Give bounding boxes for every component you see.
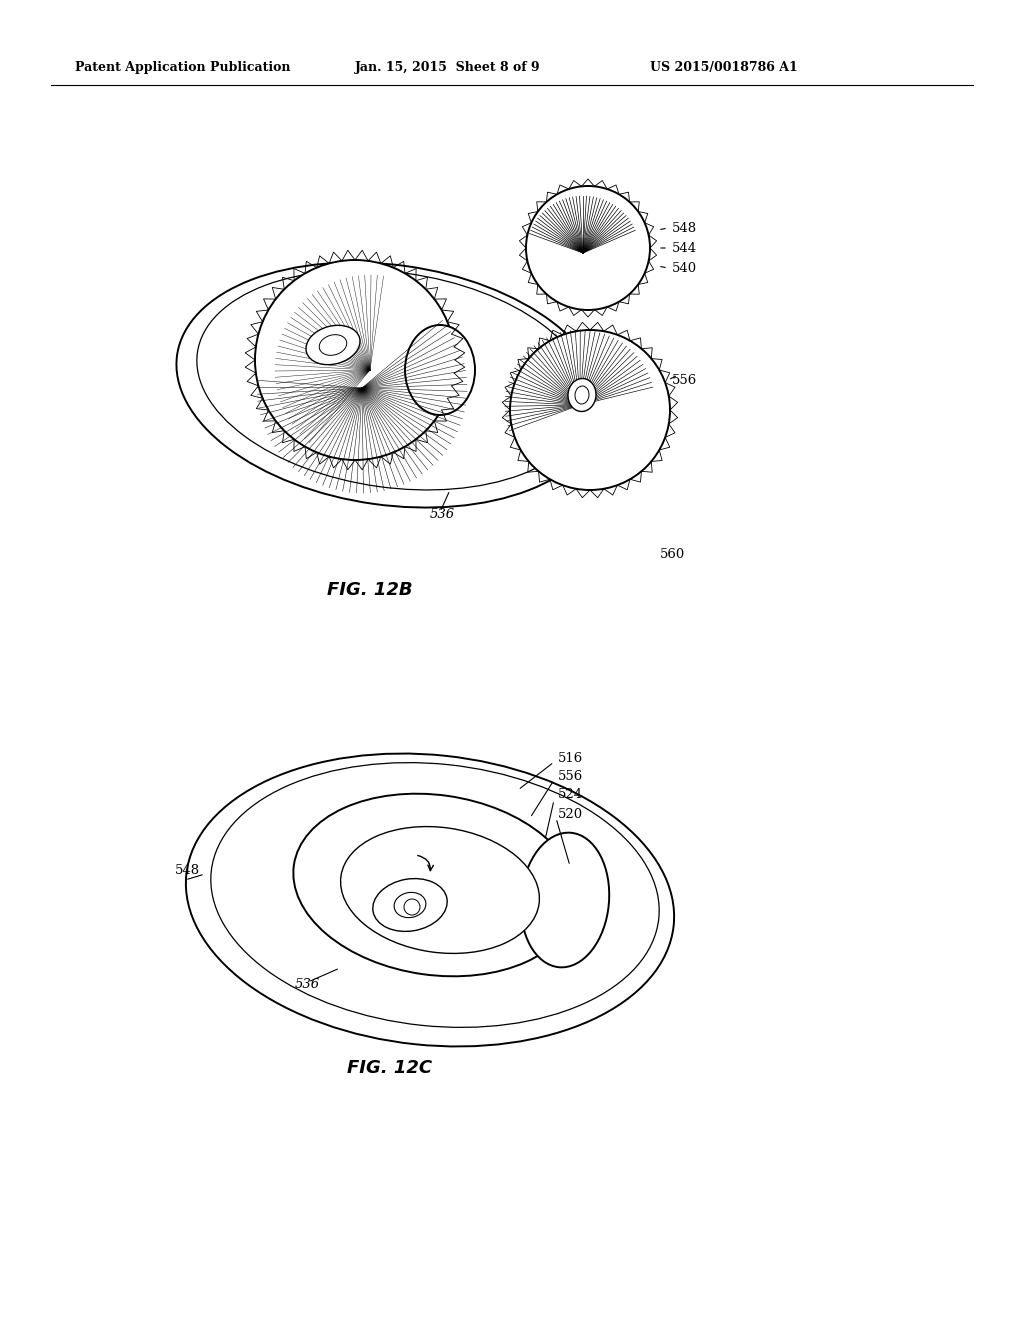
Circle shape bbox=[526, 186, 650, 310]
Text: FIG. 12C: FIG. 12C bbox=[347, 1059, 432, 1077]
Ellipse shape bbox=[521, 833, 609, 968]
Circle shape bbox=[404, 899, 420, 915]
Text: 536: 536 bbox=[295, 978, 321, 991]
Text: 556: 556 bbox=[672, 374, 697, 387]
Text: 556: 556 bbox=[558, 770, 584, 783]
Ellipse shape bbox=[568, 379, 596, 412]
Text: 524: 524 bbox=[558, 788, 583, 801]
Text: 548: 548 bbox=[672, 222, 697, 235]
Ellipse shape bbox=[373, 879, 447, 932]
Ellipse shape bbox=[306, 325, 360, 364]
Text: Jan. 15, 2015  Sheet 8 of 9: Jan. 15, 2015 Sheet 8 of 9 bbox=[355, 62, 541, 74]
Circle shape bbox=[510, 330, 670, 490]
Ellipse shape bbox=[575, 385, 589, 404]
Text: 540: 540 bbox=[672, 261, 697, 275]
Ellipse shape bbox=[394, 892, 426, 917]
Text: FIG. 12B: FIG. 12B bbox=[328, 581, 413, 599]
Text: 544: 544 bbox=[672, 242, 697, 255]
Ellipse shape bbox=[319, 335, 347, 355]
Text: 516: 516 bbox=[558, 751, 584, 764]
Circle shape bbox=[255, 260, 455, 459]
Text: US 2015/0018786 A1: US 2015/0018786 A1 bbox=[650, 62, 798, 74]
Text: Patent Application Publication: Patent Application Publication bbox=[75, 62, 291, 74]
Ellipse shape bbox=[406, 325, 475, 414]
Text: 520: 520 bbox=[558, 808, 583, 821]
Text: 548: 548 bbox=[175, 863, 200, 876]
Text: 560: 560 bbox=[660, 549, 685, 561]
Text: 536: 536 bbox=[430, 508, 455, 521]
Ellipse shape bbox=[293, 793, 577, 977]
Ellipse shape bbox=[341, 826, 540, 953]
